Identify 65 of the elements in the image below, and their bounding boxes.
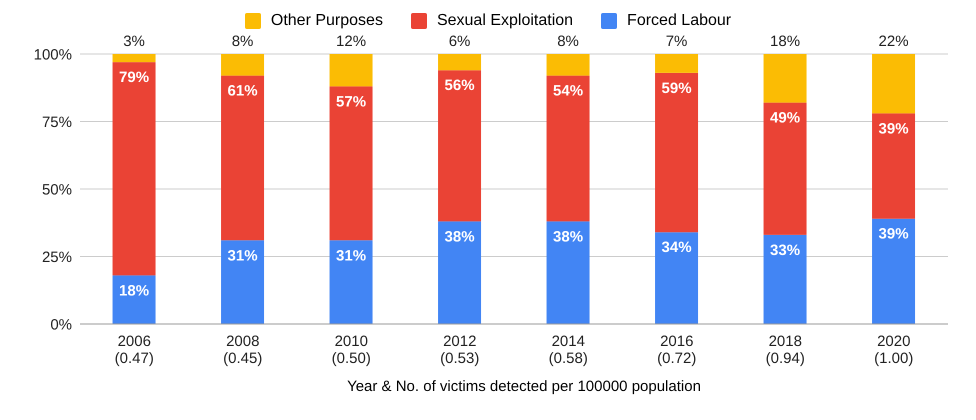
data-label: 39% (878, 120, 909, 138)
bar (221, 54, 264, 76)
bar (872, 113, 916, 219)
bar (764, 102, 807, 235)
y-tick-label: 75% (42, 114, 72, 131)
data-label: 49% (770, 110, 800, 127)
bar (112, 275, 156, 324)
bar (546, 76, 590, 222)
data-label: 7% (666, 33, 688, 50)
data-label: 38% (553, 228, 584, 246)
data-label: 8% (232, 33, 254, 50)
data-label: 22% (878, 33, 909, 50)
data-label: 31% (228, 247, 258, 264)
x-tick-label: 2018 (0.94) (766, 333, 805, 367)
x-tick-label: 2014 (0.58) (548, 333, 588, 367)
data-label: 38% (444, 228, 475, 246)
data-label: 31% (336, 247, 366, 264)
bar (655, 232, 698, 324)
bar (330, 240, 373, 324)
bar (330, 86, 373, 240)
legend-label: Sexual Exploitation (436, 12, 574, 30)
bar (112, 54, 156, 62)
bar (872, 218, 916, 324)
bar (655, 72, 698, 232)
data-label: 18% (770, 33, 800, 50)
data-label: 79% (119, 69, 150, 86)
x-tick-label: 2008 (0.45) (223, 333, 262, 367)
data-label: 18% (119, 282, 150, 300)
y-tick-label: 100% (34, 46, 72, 64)
data-label: 3% (123, 33, 145, 50)
y-tick-label: 0% (50, 316, 72, 334)
data-label: 33% (770, 242, 800, 259)
bar (546, 221, 590, 324)
data-label: 59% (662, 80, 692, 97)
data-label: 34% (662, 239, 692, 256)
data-label: 12% (336, 33, 366, 50)
data-label: 54% (553, 82, 584, 100)
x-tick-label: 2020 (1.00) (874, 333, 914, 367)
x-tick-label: 2012 (0.53) (440, 333, 480, 367)
bar (872, 54, 916, 114)
x-tick-label: 2010 (0.50) (332, 333, 371, 367)
y-tick-label: 25% (42, 248, 72, 266)
legend-label: Forced Labour (627, 12, 732, 30)
x-tick-label: 2006 (0.47) (114, 333, 154, 367)
data-label: 39% (878, 226, 909, 243)
bar (112, 62, 156, 276)
bar (764, 54, 807, 103)
bar (438, 221, 482, 324)
data-label: 6% (448, 33, 470, 50)
legend-label: Other Purposes (270, 12, 383, 30)
bar (438, 54, 482, 70)
data-label: 56% (444, 77, 475, 94)
bar (221, 76, 264, 240)
data-label: 61% (228, 82, 258, 100)
data-label: 8% (557, 33, 579, 50)
data-label: 57% (336, 93, 366, 110)
x-tick-label: 2016 (0.72) (657, 333, 696, 367)
bar (438, 70, 482, 222)
bar (221, 240, 264, 324)
bar (546, 54, 590, 76)
x-axis-title: Year & No. of victims detected per 100000 population (346, 378, 702, 395)
bar (764, 234, 807, 324)
bar (330, 54, 373, 86)
bar (655, 54, 698, 73)
y-tick-label: 50% (42, 181, 72, 198)
